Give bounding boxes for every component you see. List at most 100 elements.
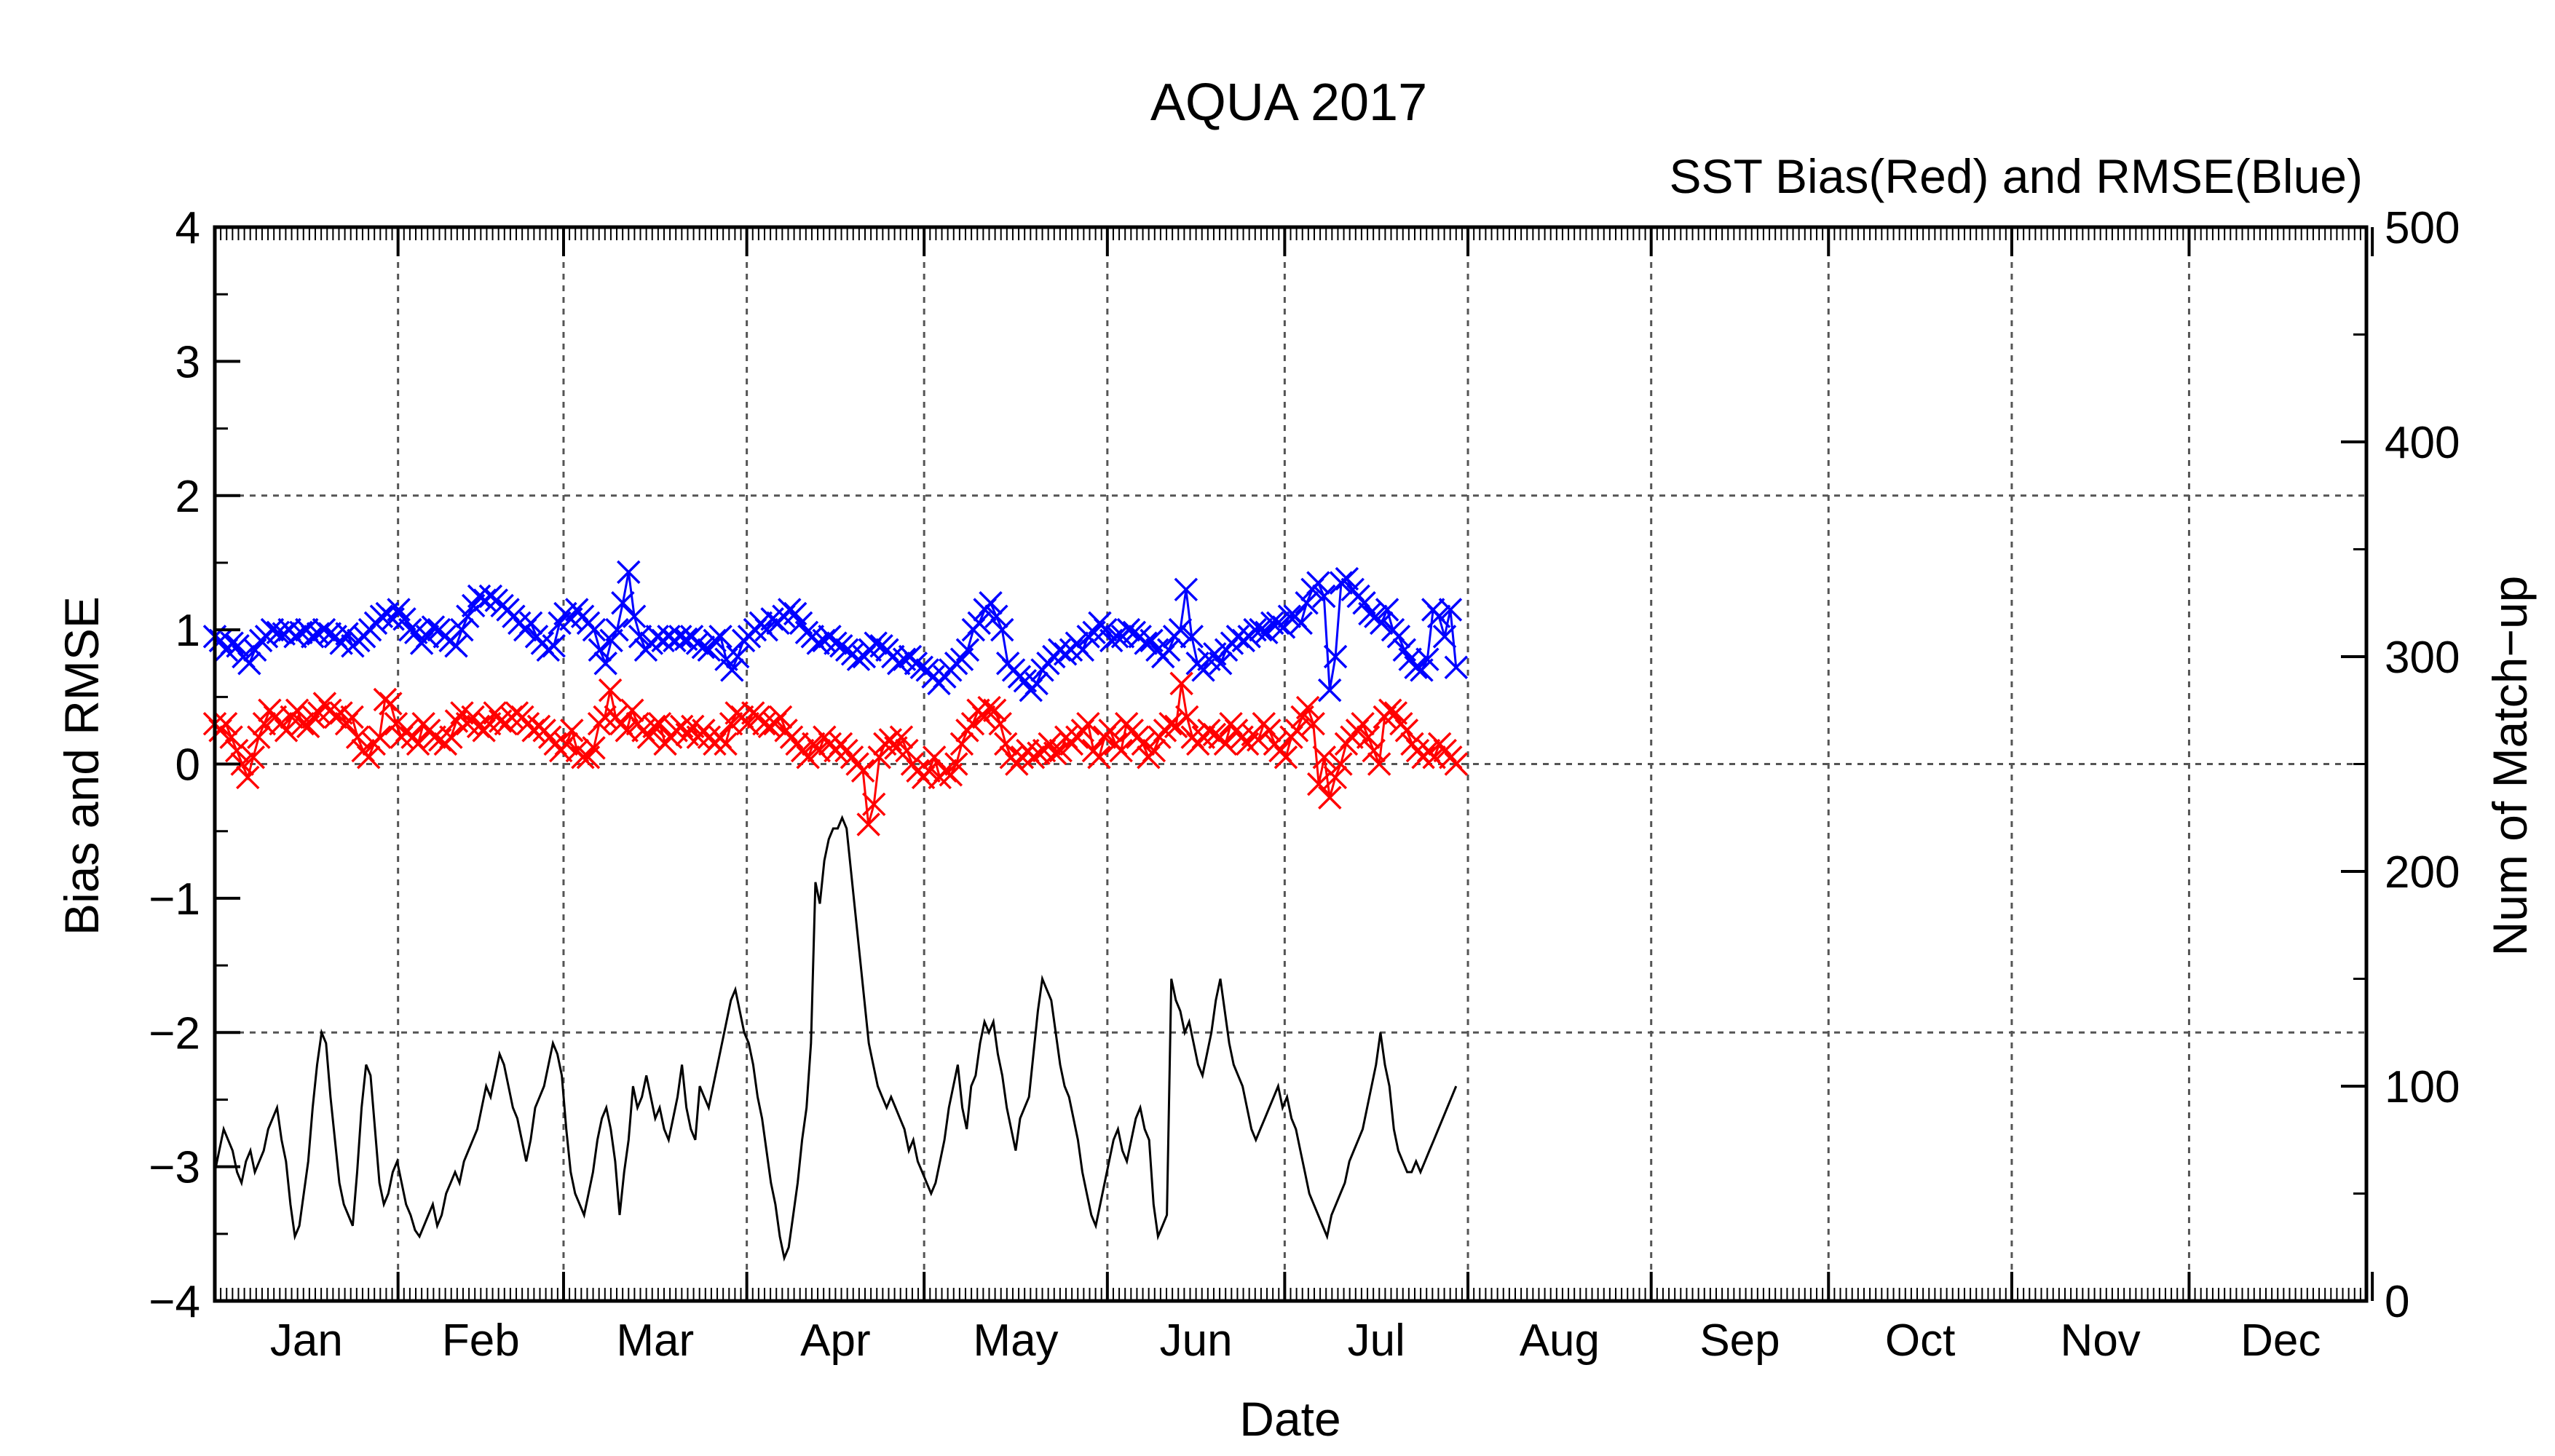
bias-point (1257, 719, 1282, 743)
bias-point (1306, 772, 1331, 796)
rmse-point (1295, 591, 1319, 615)
bias-point (379, 692, 403, 716)
bias-point (1142, 738, 1166, 763)
x-axis-label: Date (1239, 1392, 1340, 1446)
bias-point (1329, 752, 1353, 776)
bias-point (1076, 711, 1100, 736)
bias-line (213, 683, 1457, 825)
bias-point (219, 725, 243, 749)
bias-point (977, 695, 1001, 720)
rmse-point (955, 638, 980, 662)
bias-point (1444, 752, 1469, 776)
bias-point (1049, 738, 1073, 763)
rmse-point (421, 615, 446, 639)
bias-point (247, 725, 271, 749)
rmse-series (202, 560, 1469, 703)
y-tick-label: 1 (175, 606, 200, 656)
grid-lines (215, 227, 2366, 1301)
bias-point (224, 738, 249, 763)
bias-point (861, 792, 886, 817)
rmse-point (967, 611, 991, 636)
rmse-point (1317, 678, 1342, 703)
bias-point (1098, 719, 1122, 743)
y2-tick-label: 100 (2385, 1062, 2460, 1112)
bias-point (356, 745, 381, 769)
x-tick-label: Mar (616, 1315, 694, 1366)
bias-point (714, 732, 738, 756)
bias-point (582, 736, 606, 760)
rmse-point (588, 638, 612, 662)
y-tick-label: 3 (175, 337, 200, 387)
rmse-point (1323, 644, 1348, 669)
rmse-point (518, 611, 543, 636)
rmse-point (1289, 611, 1313, 636)
bias-point (917, 759, 941, 783)
bias-point (1131, 732, 1156, 756)
x-tick-label: Jun (1160, 1315, 1233, 1366)
bias-point (368, 725, 392, 749)
rmse-point (593, 651, 617, 676)
bias-point (439, 725, 463, 749)
bias-point (889, 725, 914, 749)
y-tick-label: −3 (149, 1143, 200, 1193)
rmse-point (1116, 617, 1141, 642)
bias-point (1087, 745, 1111, 769)
rmse-point (990, 617, 1014, 642)
bias-point (406, 732, 430, 756)
bias-point (1301, 711, 1325, 736)
y-axis-tick-labels: −4 −3 −2 −1 0 1 2 3 4 (149, 203, 200, 1327)
y-tick-label: 0 (175, 740, 200, 791)
bias-point (1295, 695, 1320, 720)
bias-point (982, 698, 1007, 722)
bias-point (807, 738, 832, 763)
bias-point (1323, 765, 1348, 790)
rmse-point (628, 625, 652, 649)
bias-point (554, 732, 579, 756)
bias-point (620, 698, 644, 722)
bias-point (241, 745, 266, 769)
rmse-point (1386, 625, 1411, 649)
bias-point (944, 752, 968, 776)
rmse-point (1134, 631, 1158, 655)
rmse-point (1438, 598, 1463, 622)
y-tick-label: −4 (149, 1277, 200, 1327)
bias-point (796, 745, 820, 769)
rmse-point (1174, 577, 1198, 602)
bias-point (345, 725, 370, 749)
x-tick-label: Apr (800, 1315, 870, 1366)
rmse-point (1191, 658, 1215, 682)
y2-axis-tick-labels: 0 100 200 300 400 500 (2385, 203, 2460, 1327)
rmse-point (1312, 584, 1336, 609)
chart-title: AQUA 2017 (1150, 74, 1427, 132)
rmse-point (1335, 566, 1359, 591)
bias-point (593, 705, 617, 729)
x-tick-label: Jul (1348, 1315, 1405, 1366)
bias-point (1367, 752, 1391, 776)
rmse-point (1426, 604, 1451, 628)
rmse-point (1070, 638, 1095, 662)
bias-point (1273, 745, 1298, 769)
rmse-point (1444, 655, 1469, 679)
bias-point (274, 719, 299, 743)
x-tick-label: Nov (2061, 1315, 2141, 1366)
rmse-point (220, 631, 244, 655)
rmse-point (720, 658, 744, 682)
bias-point (252, 711, 277, 736)
match-up-series (213, 815, 1458, 1262)
rmse-point (864, 631, 888, 655)
rmse-point (1352, 591, 1376, 615)
bias-point (1043, 741, 1067, 765)
bias-point (213, 711, 238, 736)
bias-point (1312, 745, 1337, 769)
rmse-point (1249, 617, 1273, 642)
bias-point (1378, 698, 1402, 722)
bias-point (768, 705, 793, 729)
bias-point (895, 738, 919, 763)
rmse-point (1208, 651, 1233, 676)
bias-point (1169, 671, 1193, 696)
bias-point (1351, 711, 1375, 736)
y-tick-label: −1 (149, 874, 200, 925)
bias-point (422, 725, 446, 749)
bias-point (1422, 745, 1446, 769)
